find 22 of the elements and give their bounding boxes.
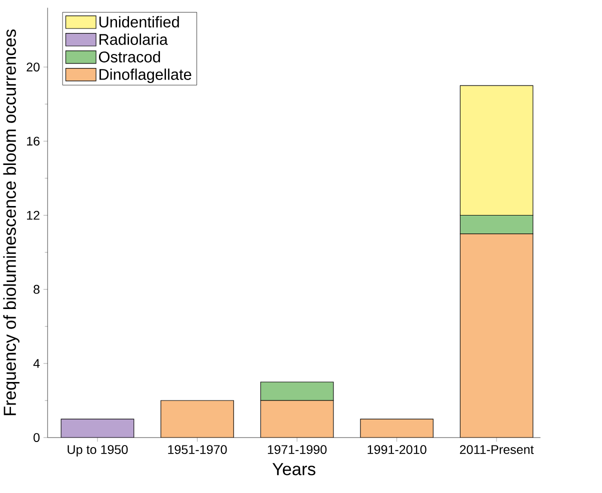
bar [360, 419, 434, 438]
x-tick-label: 2011-Present [460, 445, 534, 454]
x-axis-title: Years [272, 463, 316, 476]
legend-label: Ostracod [98, 51, 160, 63]
y-tick-label: 12 [27, 210, 40, 220]
bar [160, 400, 234, 438]
legend-label: Dinoflagellate [100, 68, 192, 84]
legend-label: Unidentified [99, 16, 179, 28]
x-tick-label: Up to 1950 [68, 445, 128, 457]
x-tick-label: 1991-2010 [368, 445, 426, 454]
x-tick-label: 1951-1970 [168, 445, 227, 454]
y-tick-label: 8 [34, 284, 40, 294]
y-tick-label: 4 [33, 359, 40, 368]
y-tick-label: 0 [34, 433, 40, 442]
bar [460, 234, 534, 438]
legend-label: Radiolaria [100, 34, 168, 46]
bar [260, 382, 334, 401]
x-tick-label: 1971-1990 [268, 445, 327, 454]
bar [260, 400, 334, 438]
y-axis-title: Frequency of bioluminescence bloom occurrences [3, 30, 20, 416]
y-tick-label: 20 [26, 62, 40, 72]
y-tick-label: 16 [27, 136, 40, 146]
